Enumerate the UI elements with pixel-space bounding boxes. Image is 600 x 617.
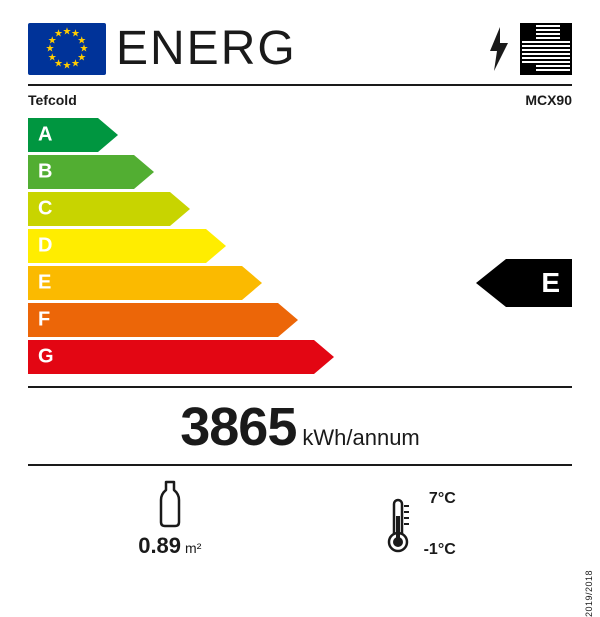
scale-stripe-g: G (28, 340, 334, 374)
scale-stripe-a: A (28, 118, 334, 152)
divider (28, 464, 572, 466)
temp-min: -1°C (424, 541, 456, 559)
scale-stripe-f: F (28, 303, 334, 337)
model-id: MCX90 (525, 92, 572, 108)
temp-max: 7°C (429, 490, 456, 508)
scale-stripe-e: E (28, 266, 334, 300)
energy-word: ENERG (116, 25, 478, 73)
bottle-icon (155, 480, 185, 528)
scale-stripe-b: B (28, 155, 334, 189)
display-area-unit: m² (185, 540, 201, 556)
lightning-icon (488, 27, 510, 71)
display-area-value: 0.89 (138, 533, 181, 558)
scale-stripe-d: D (28, 229, 334, 263)
efficiency-class-arrow: E (476, 259, 572, 307)
temperature-block: 7°C -1°C (342, 496, 462, 559)
eu-flag-icon: ★★★★★★★★★★★★ (28, 23, 106, 75)
bottom-specs: 0.89m² 7°C -1°C (28, 480, 572, 559)
annual-consumption: 3865kWh/annum (28, 396, 572, 458)
qr-code-icon (520, 23, 572, 75)
thermometer-icon (383, 496, 421, 554)
consumption-value: 3865 (180, 397, 296, 457)
header: ★★★★★★★★★★★★ ENERG (28, 20, 572, 78)
supplier-row: Tefcold MCX90 (28, 86, 572, 116)
efficiency-scale: ABCDEFG E (28, 118, 572, 380)
scale-stripe-c: C (28, 192, 334, 226)
regulation-ref: 2019/2018 (584, 570, 594, 617)
divider (28, 386, 572, 388)
display-area-block: 0.89m² (138, 480, 201, 559)
supplier-name: Tefcold (28, 92, 77, 108)
efficiency-class-letter: E (541, 267, 560, 299)
consumption-unit: kWh/annum (302, 425, 419, 450)
